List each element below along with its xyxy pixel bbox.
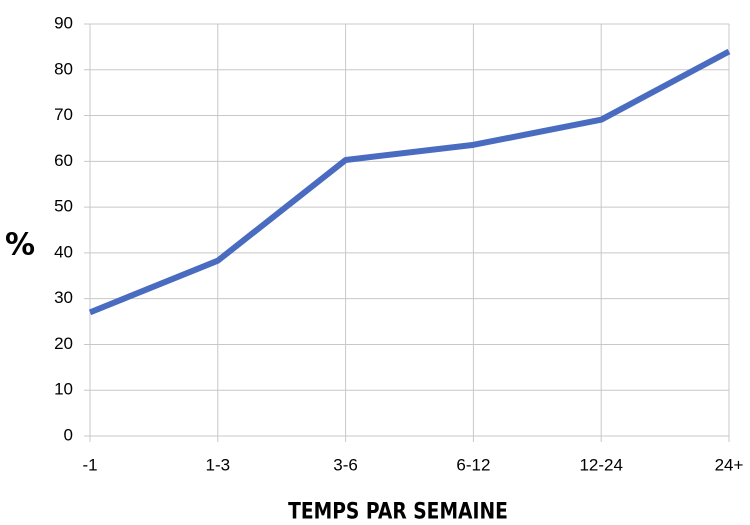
y-tick-label: 30 (54, 288, 73, 307)
x-tick-label: 1-3 (206, 455, 231, 474)
y-tick-label: 60 (54, 151, 73, 170)
y-axis-title: % (5, 228, 35, 263)
line-series (88, 48, 731, 316)
y-tick-label: 50 (54, 197, 73, 216)
y-tick-label: 70 (54, 105, 73, 124)
x-tick-label: 6-12 (456, 455, 490, 474)
x-axis-title: TEMPS PAR SEMAINE (288, 498, 508, 524)
y-tick-label: 10 (54, 380, 73, 399)
x-tick-label: 24+ (715, 455, 744, 474)
x-tick-label: -1 (82, 455, 97, 474)
x-tick-label: 3-6 (333, 455, 358, 474)
y-tick-label: 0 (64, 425, 73, 444)
x-tick-label: 12-24 (579, 455, 622, 474)
y-tick-label: 20 (54, 334, 73, 353)
y-tick-label: 40 (54, 242, 73, 261)
y-tick-label: 90 (54, 13, 73, 32)
y-tick-label: 80 (54, 59, 73, 78)
